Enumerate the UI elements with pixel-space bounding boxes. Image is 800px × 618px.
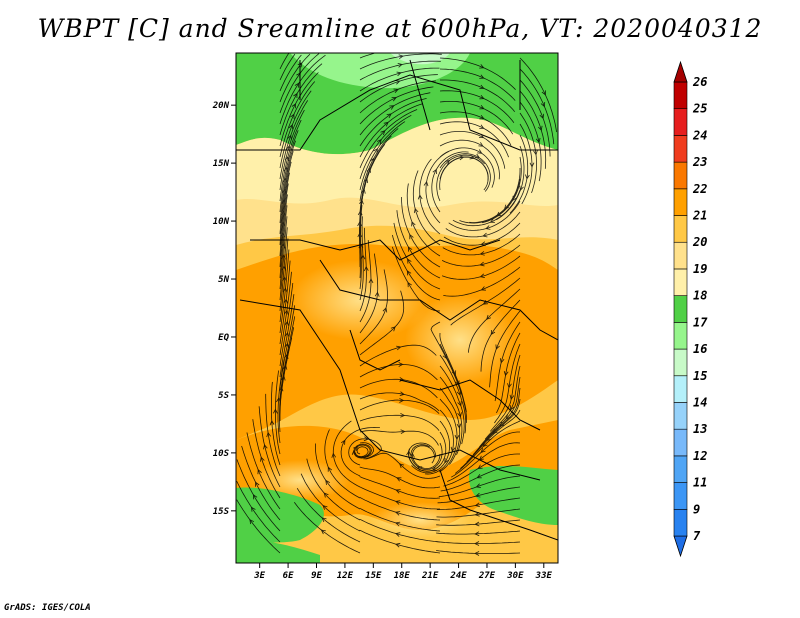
colorbar-label: 17 (693, 315, 708, 329)
lon-label: 24E (449, 571, 467, 581)
colorbar-segment (673, 268, 688, 296)
grads-credit: GrADS: IGES/COLA (4, 603, 91, 613)
colorbar-segment (673, 348, 688, 377)
colorbar-label: 15 (693, 369, 707, 383)
colorbar-segment (673, 135, 688, 163)
colorbar-segment (673, 428, 688, 457)
colorbar-label: 23 (692, 155, 707, 169)
colorbar-segment (673, 482, 688, 510)
lon-label: 18E (394, 571, 411, 581)
lon-label: 6E (283, 571, 294, 581)
colorbar-segment (673, 215, 688, 243)
colorbar-segment (673, 402, 688, 430)
colorbar-label: 16 (693, 342, 707, 356)
lat-label: 10S (213, 449, 230, 459)
colorbar-segment (673, 161, 688, 190)
colorbar-label: 19 (693, 262, 707, 276)
colorbar-segment (673, 81, 688, 110)
colorbar-segment (673, 295, 688, 323)
map-frame (235, 52, 559, 564)
colorbar-label: 9 (693, 502, 700, 516)
colorbar-label: 22 (692, 182, 707, 196)
lat-label: 15S (213, 507, 230, 517)
colorbar-label: 21 (692, 209, 707, 223)
colorbar-segment (673, 322, 688, 350)
streamlines (236, 53, 557, 556)
lat-label: 5S (218, 391, 229, 401)
colorbar-top-arrow (673, 60, 688, 83)
lon-label: 27E (478, 571, 496, 581)
lon-label: 12E (337, 571, 354, 581)
chart-title: WBPT [C] and Sreamline at 600hPa, VT: 20… (37, 14, 763, 43)
colorbar-segment (673, 455, 688, 483)
latitude-labels: 20N 15N 10N 5N EQ 5S 10S 15S (212, 101, 236, 517)
colorbar-label: 14 (693, 395, 707, 409)
colorbar-label: 26 (692, 75, 707, 89)
colorbar-label: 12 (693, 449, 707, 463)
lat-label: 10N (213, 217, 230, 227)
colorbar-segment (673, 108, 688, 136)
colorbar-segment (673, 508, 688, 537)
lat-label: 20N (212, 101, 230, 111)
colorbar-label: 18 (693, 289, 707, 303)
lon-label: 3E (253, 571, 265, 581)
colorbar-label: 13 (693, 422, 707, 436)
wbpt-field (236, 53, 558, 563)
lat-label: EQ (218, 333, 229, 343)
lon-label: 21E (421, 571, 439, 581)
colorbar-segment (673, 188, 688, 216)
colorbar-bottom-arrow (673, 535, 688, 558)
lat-label: 15N (213, 159, 230, 169)
colorbar-segment (673, 375, 688, 403)
colorbar-label: 11 (693, 476, 707, 490)
lon-label: 30E (506, 571, 524, 581)
colorbar: 7 9 11 12 13 14 15 16 17 18 19 20 21 22 23 24 25 26 (673, 60, 708, 558)
colorbar-label: 20 (692, 235, 707, 249)
colorbar-segment (673, 241, 688, 270)
lat-label: 5N (218, 275, 229, 285)
colorbar-label: 7 (693, 529, 701, 543)
lon-label: 9E (311, 571, 322, 581)
colorbar-label: 25 (692, 102, 707, 116)
lon-label: 33E (535, 571, 553, 581)
country-borders (236, 59, 558, 541)
lon-label: 15E (365, 571, 382, 581)
longitude-labels: 3E 6E 9E 12E 15E 18E 21E 24E 27E 30E 33E (253, 563, 552, 581)
colorbar-label: 24 (692, 128, 707, 142)
